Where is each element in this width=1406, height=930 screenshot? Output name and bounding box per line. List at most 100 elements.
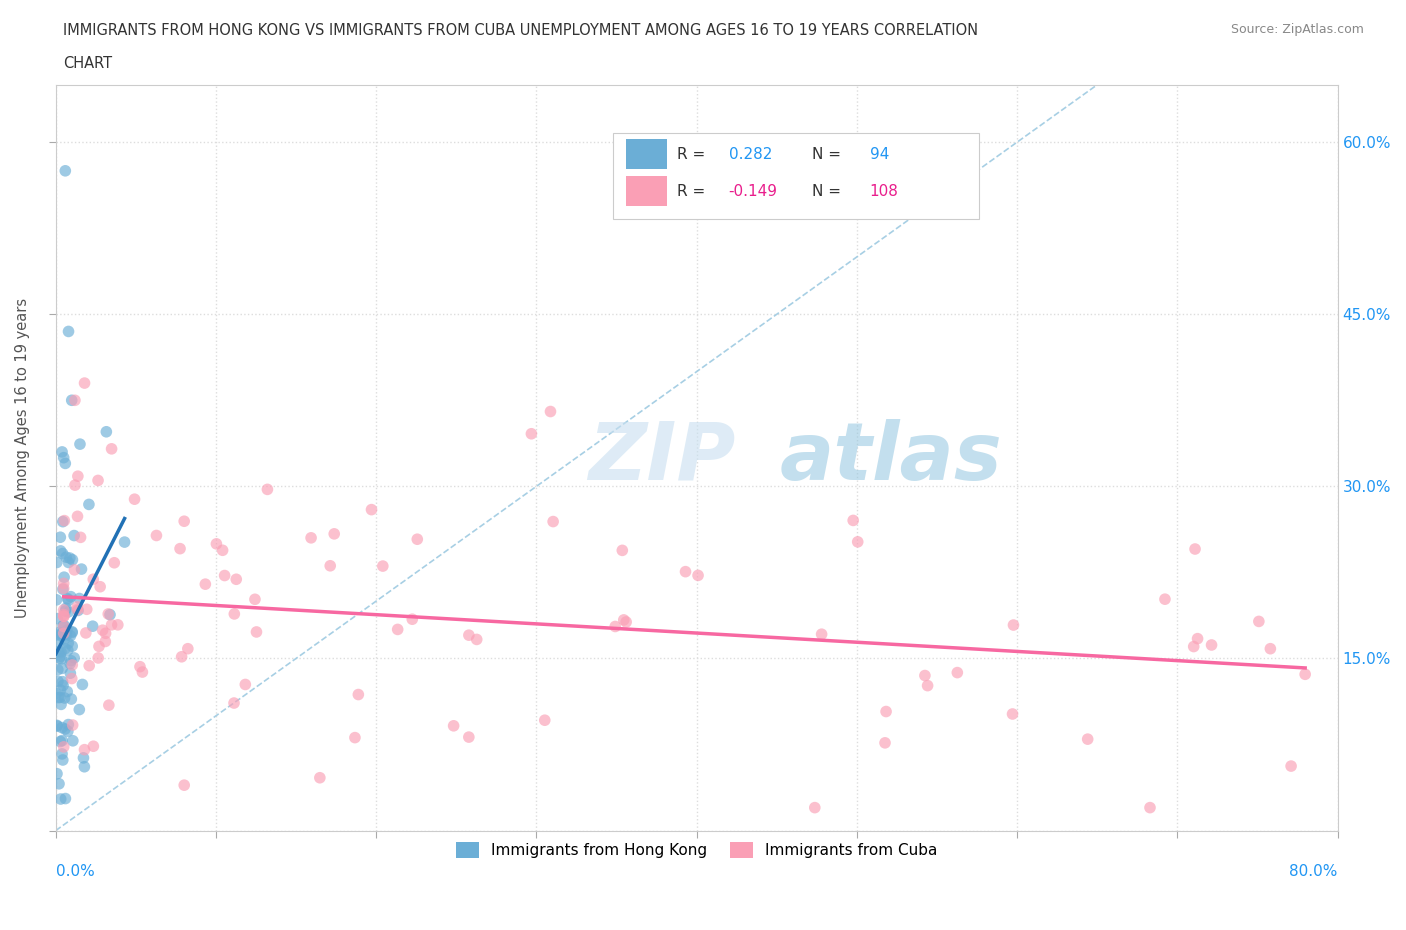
Point	[52, 618, 75, 633]
Point	[129, 659, 152, 674]
Point	[55, 601, 77, 616]
Point	[873, 736, 896, 751]
Point	[49, 690, 72, 705]
Point	[77, 658, 100, 673]
Point	[46, 636, 69, 651]
Point	[59, 666, 82, 681]
Point	[53, 722, 76, 737]
Point	[60, 625, 83, 640]
Point	[66, 602, 89, 617]
Text: R =: R =	[678, 147, 710, 162]
Point	[60, 392, 83, 407]
Point	[53, 691, 76, 706]
Point	[89, 579, 111, 594]
Point	[225, 572, 247, 587]
Point	[60, 624, 83, 639]
Text: N =: N =	[813, 184, 846, 199]
Point	[52, 546, 75, 561]
Point	[810, 627, 832, 642]
Point	[194, 577, 217, 591]
Point	[1260, 642, 1282, 657]
Point	[45, 555, 67, 570]
Point	[82, 618, 104, 633]
Point	[46, 719, 69, 734]
Point	[63, 650, 86, 665]
Point	[169, 541, 191, 556]
Text: 108: 108	[870, 184, 898, 199]
Point	[457, 730, 479, 745]
Point	[145, 528, 167, 543]
Point	[49, 530, 72, 545]
Point	[67, 591, 90, 606]
Point	[846, 535, 869, 550]
Point	[58, 636, 80, 651]
Point	[443, 718, 465, 733]
Point	[46, 662, 69, 677]
Point	[55, 604, 77, 618]
Point	[103, 555, 125, 570]
Point	[52, 582, 75, 597]
Text: R =: R =	[678, 184, 710, 199]
Point	[82, 738, 104, 753]
Point	[541, 514, 564, 529]
Point	[52, 576, 75, 591]
Point	[67, 702, 90, 717]
Point	[72, 677, 94, 692]
Point	[45, 628, 67, 643]
Point	[52, 609, 75, 624]
Legend: Immigrants from Hong Kong, Immigrants from Cuba: Immigrants from Hong Kong, Immigrants fr…	[450, 836, 943, 864]
Text: 0.282: 0.282	[728, 147, 772, 162]
Point	[52, 607, 75, 622]
Point	[70, 562, 93, 577]
Point	[323, 526, 346, 541]
Point	[45, 718, 67, 733]
Point	[52, 609, 75, 624]
Point	[63, 563, 86, 578]
Text: 94: 94	[870, 147, 889, 162]
Point	[59, 629, 82, 644]
Point	[100, 618, 122, 632]
Point	[59, 656, 82, 671]
Point	[49, 543, 72, 558]
Point	[124, 492, 146, 507]
Point	[465, 632, 488, 647]
Point	[299, 530, 322, 545]
Point	[55, 627, 77, 642]
Point	[686, 568, 709, 583]
Point	[67, 603, 90, 618]
Point	[66, 600, 89, 615]
Point	[53, 456, 76, 471]
Point	[46, 690, 69, 705]
Point	[45, 686, 67, 701]
Point	[1154, 591, 1177, 606]
Point	[211, 543, 233, 558]
Point	[52, 603, 75, 618]
Point	[51, 747, 73, 762]
Point	[1279, 759, 1302, 774]
Point	[256, 482, 278, 497]
Point	[1187, 631, 1209, 646]
Point	[98, 607, 121, 622]
Point	[875, 704, 897, 719]
Point	[914, 668, 936, 683]
Point	[69, 437, 91, 452]
Point	[60, 639, 83, 654]
Point	[52, 752, 75, 767]
Point	[73, 742, 96, 757]
Point	[91, 623, 114, 638]
Point	[177, 642, 200, 657]
Point	[131, 665, 153, 680]
Point	[97, 698, 120, 712]
Point	[1182, 639, 1205, 654]
Point	[51, 651, 73, 666]
Point	[58, 604, 80, 619]
Point	[46, 766, 69, 781]
Point	[371, 559, 394, 574]
Point	[69, 530, 91, 545]
Point	[243, 591, 266, 606]
Text: -0.149: -0.149	[728, 184, 778, 199]
Text: IMMIGRANTS FROM HONG KONG VS IMMIGRANTS FROM CUBA UNEMPLOYMENT AMONG AGES 16 TO : IMMIGRANTS FROM HONG KONG VS IMMIGRANTS …	[63, 23, 979, 38]
Point	[804, 800, 827, 815]
Point	[173, 777, 195, 792]
Point	[675, 565, 697, 579]
